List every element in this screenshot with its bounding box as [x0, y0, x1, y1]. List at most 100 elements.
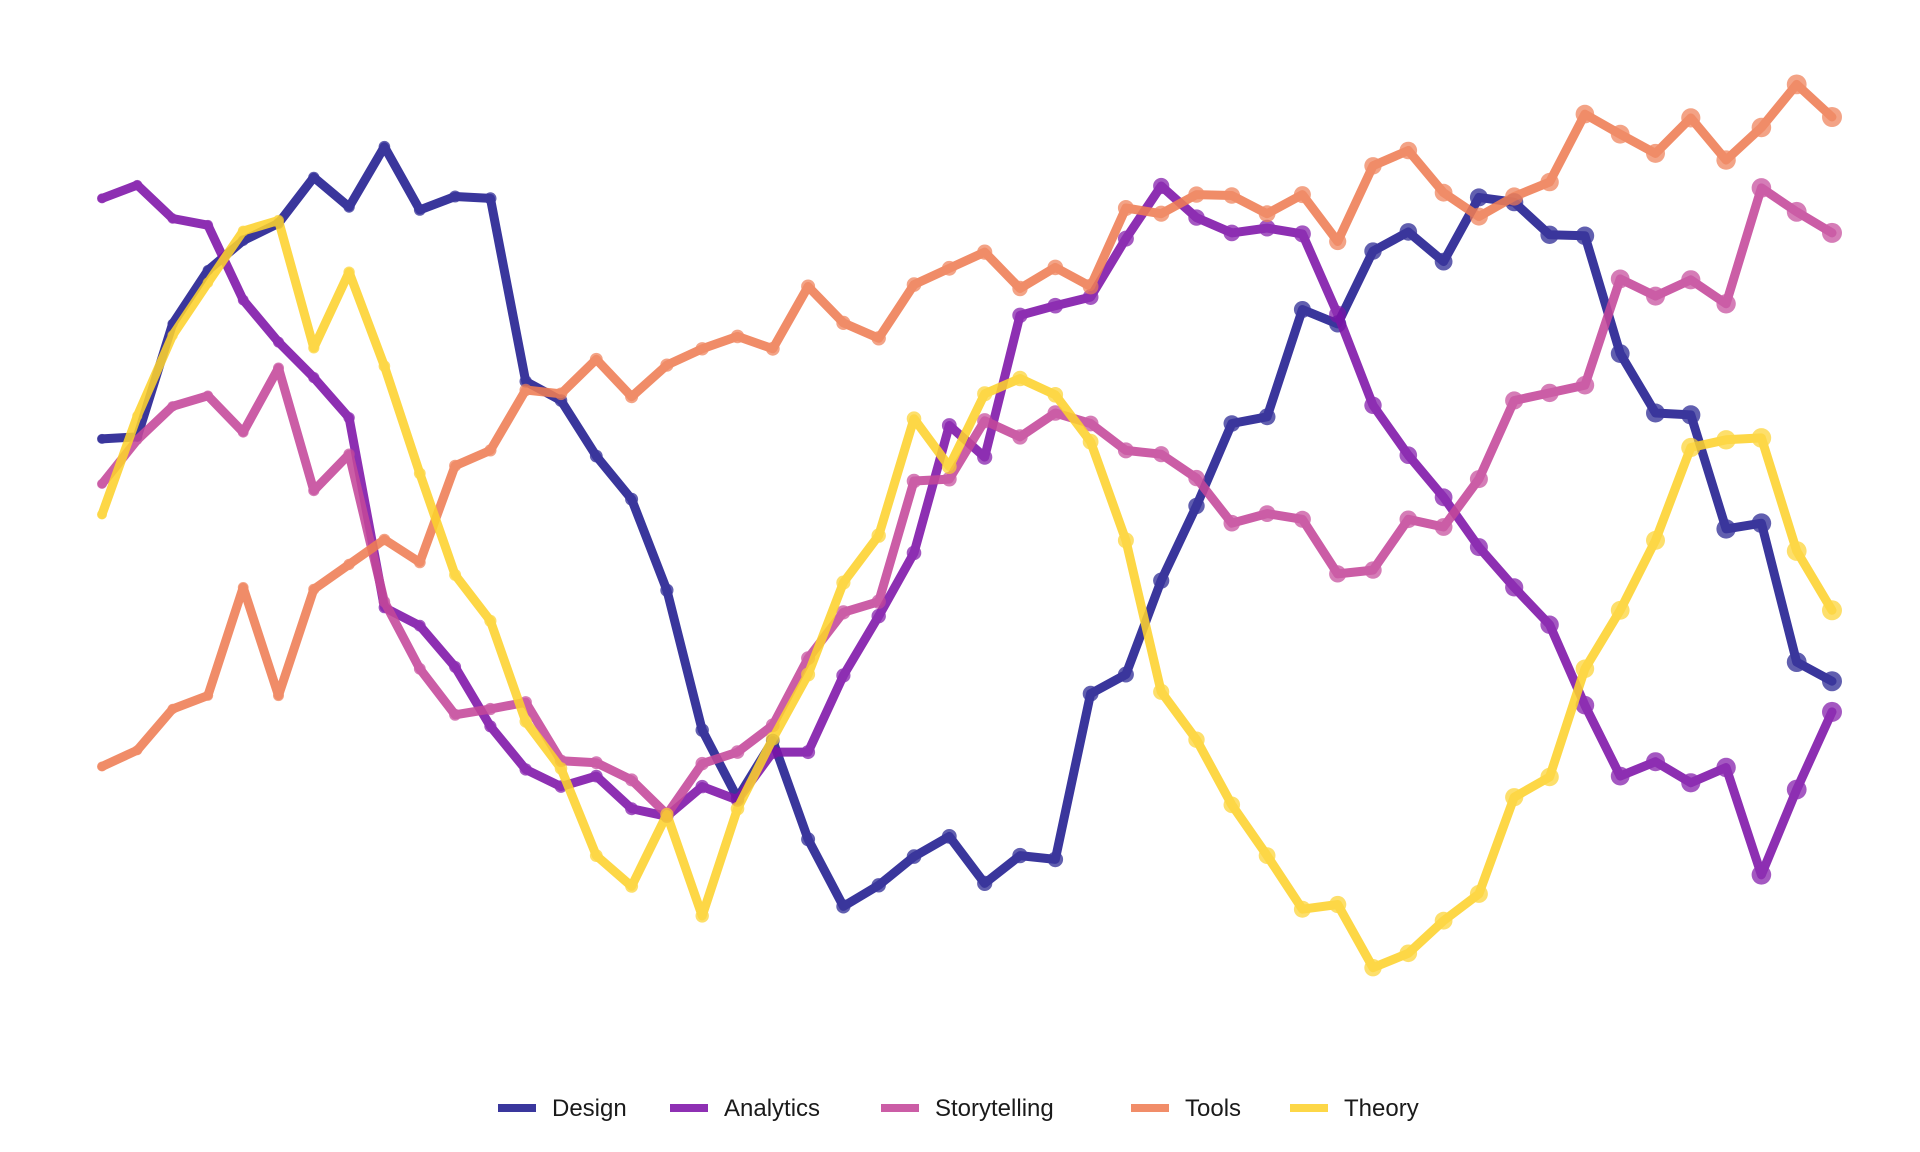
data-point-theory [1188, 731, 1205, 748]
data-point-tools [660, 358, 674, 372]
data-point-storytelling [449, 708, 462, 721]
data-point-storytelling [484, 702, 497, 716]
data-point-tools [1681, 108, 1701, 128]
data-point-analytics [273, 336, 284, 348]
data-point-design [801, 832, 816, 847]
legend-item-analytics: Analytics [670, 1095, 820, 1122]
data-point-tools [589, 352, 603, 366]
data-point-storytelling [589, 756, 603, 770]
data-point-design [1082, 685, 1099, 702]
data-point-analytics [484, 720, 497, 733]
series-theory [97, 214, 1842, 977]
data-point-design [1751, 513, 1772, 533]
data-point-storytelling [1505, 391, 1524, 410]
data-point-theory [343, 266, 355, 278]
data-point-tools [132, 745, 143, 756]
data-point-theory [449, 568, 462, 581]
data-point-tools [1223, 187, 1241, 204]
data-point-tools [1751, 117, 1772, 138]
data-point-storytelling [1434, 518, 1453, 536]
data-point-design [308, 171, 320, 183]
data-point-tools [1153, 205, 1170, 222]
data-point-tools [836, 315, 851, 330]
data-point-analytics [1822, 701, 1842, 722]
data-point-analytics [906, 545, 922, 561]
data-point-storytelling [343, 448, 355, 460]
data-point-theory [1047, 387, 1064, 403]
data-point-analytics [1012, 307, 1028, 323]
plot-area [97, 74, 1842, 977]
data-point-tools [97, 761, 107, 772]
data-point-storytelling [1258, 505, 1276, 522]
data-point-storytelling [308, 485, 320, 497]
data-point-design [1540, 225, 1559, 244]
data-point-storytelling [1716, 294, 1736, 314]
data-point-tools [449, 459, 462, 472]
data-point-storytelling [1364, 561, 1382, 579]
data-point-tools [484, 444, 497, 457]
data-point-analytics [941, 418, 957, 433]
data-point-tools [378, 533, 391, 546]
legend-label: Analytics [724, 1095, 820, 1122]
data-point-tools [1646, 143, 1665, 163]
data-point-theory [1258, 847, 1276, 864]
data-point-analytics [589, 769, 603, 783]
data-point-design [625, 492, 639, 506]
data-point-tools [1540, 172, 1559, 192]
data-point-storytelling [1575, 375, 1595, 395]
data-point-theory [1469, 884, 1488, 903]
data-point-theory [273, 214, 284, 226]
data-point-storytelling [1153, 446, 1170, 463]
legend-item-design: Design [498, 1095, 627, 1122]
data-point-storytelling [1646, 286, 1665, 306]
data-point-theory [589, 849, 603, 862]
data-point-storytelling [1329, 565, 1347, 583]
data-point-design [906, 849, 922, 864]
data-point-analytics [1681, 773, 1701, 793]
data-point-storytelling [237, 426, 249, 438]
data-point-analytics [871, 608, 886, 624]
data-point-tools [1047, 259, 1064, 276]
data-point-theory [1822, 600, 1842, 621]
legend: Design Analytics Storytelling Tools Theory [498, 1095, 1419, 1122]
legend-label: Tools [1185, 1095, 1241, 1122]
data-point-analytics [202, 219, 214, 231]
data-point-storytelling [1786, 201, 1807, 222]
data-point-tools [1434, 183, 1453, 202]
data-point-analytics [625, 802, 639, 816]
data-point-analytics [343, 412, 355, 424]
data-point-theory [977, 386, 993, 402]
data-point-theory [1223, 796, 1241, 814]
data-point-tools [625, 390, 639, 404]
data-point-design [378, 140, 391, 153]
data-point-tools [1364, 157, 1382, 175]
data-point-tools [273, 690, 284, 702]
data-point-theory [484, 614, 497, 628]
data-point-design [449, 190, 462, 203]
data-point-theory [836, 575, 851, 590]
data-point-theory [1082, 433, 1099, 450]
data-point-storytelling [1188, 469, 1205, 487]
legend-label: Theory [1344, 1095, 1419, 1122]
data-point-storytelling [906, 473, 922, 489]
data-point-tools [237, 582, 249, 593]
data-point-design [941, 829, 957, 844]
data-point-theory [730, 801, 745, 816]
data-point-analytics [1329, 305, 1347, 323]
data-point-theory [378, 360, 391, 372]
data-point-analytics [977, 449, 993, 465]
data-point-design [1293, 301, 1311, 318]
data-point-storytelling [836, 605, 851, 620]
data-point-tools [1575, 104, 1595, 124]
data-point-tools [1293, 186, 1311, 204]
data-point-design [589, 449, 603, 463]
data-point-theory [695, 909, 709, 923]
data-point-tools [941, 260, 957, 276]
data-point-analytics [801, 745, 816, 760]
data-point-design [1223, 415, 1241, 432]
data-point-design [871, 878, 886, 893]
data-point-tools [413, 556, 426, 569]
data-point-design [977, 875, 993, 892]
data-point-tools [765, 341, 780, 356]
data-point-tools [202, 690, 214, 701]
